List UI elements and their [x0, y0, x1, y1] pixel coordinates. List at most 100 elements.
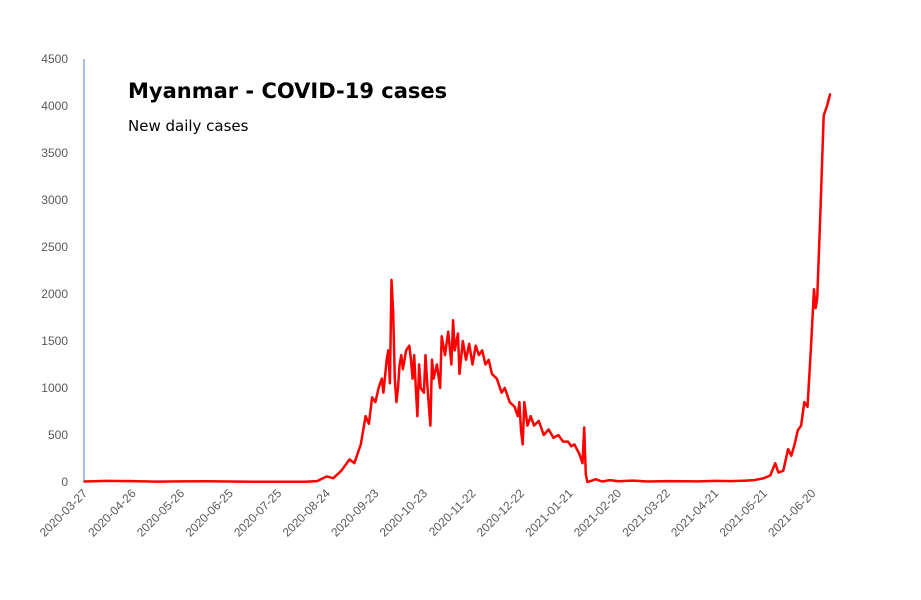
data-point — [491, 373, 493, 375]
x-tick-label: 2020-12-22 — [474, 486, 528, 540]
x-tick-label: 2020-05-26 — [134, 486, 188, 540]
data-point — [204, 480, 207, 483]
y-tick-label: 4500 — [41, 52, 68, 66]
data-point — [415, 387, 417, 389]
data-point — [105, 480, 108, 482]
x-tick-label: 2021-01-21 — [522, 486, 576, 540]
data-point — [348, 458, 351, 461]
data-point — [504, 387, 506, 389]
x-tick-label: 2021-05-21 — [717, 486, 771, 540]
data-point — [395, 401, 398, 403]
data-point — [573, 443, 576, 446]
data-point — [816, 297, 818, 300]
data-point — [547, 428, 550, 431]
data-point — [382, 391, 385, 394]
data-point — [389, 382, 391, 385]
data-point — [418, 363, 420, 366]
data-point — [631, 479, 634, 482]
data-point — [813, 288, 815, 291]
x-tick-label: 2020-06-25 — [182, 486, 236, 540]
data-point — [753, 479, 755, 481]
data-point — [424, 354, 427, 356]
y-tick-label: 3000 — [41, 193, 68, 207]
data-point — [432, 377, 435, 380]
data-point — [517, 415, 519, 418]
data-point — [777, 471, 780, 474]
data-point — [782, 469, 785, 472]
data-point — [500, 391, 503, 394]
data-point — [154, 480, 156, 483]
data-point — [790, 454, 793, 457]
chart-title: Myanmar - COVID-19 cases — [128, 79, 447, 103]
data-point — [481, 349, 484, 352]
data-point — [400, 354, 403, 356]
data-point — [581, 462, 584, 465]
data-point — [408, 344, 411, 347]
y-tick-label: 2500 — [41, 240, 68, 254]
data-point — [439, 387, 441, 389]
data-point — [594, 478, 597, 481]
x-axis: 2020-03-272020-04-262020-05-262020-06-25… — [37, 486, 819, 540]
data-point — [326, 475, 328, 478]
x-tick-label: 2021-02-20 — [571, 486, 625, 540]
data-point — [806, 406, 809, 408]
data-point — [508, 401, 511, 403]
data-point — [487, 359, 490, 361]
data-point — [562, 440, 564, 443]
x-tick-label: 2020-08-24 — [280, 486, 334, 540]
data-point — [810, 349, 812, 352]
data-point — [769, 474, 772, 477]
y-tick-label: 500 — [48, 428, 68, 442]
data-point — [411, 377, 414, 380]
data-point — [431, 359, 433, 361]
data-point — [457, 332, 459, 335]
series-area — [83, 93, 832, 484]
data-point — [228, 480, 231, 483]
data-point — [440, 335, 443, 338]
data-point — [819, 208, 822, 211]
x-tick-label: 2020-04-26 — [85, 486, 139, 540]
data-point — [585, 473, 587, 476]
y-tick-label: 1500 — [41, 334, 68, 348]
data-point — [402, 368, 404, 371]
data-point — [465, 359, 467, 361]
data-point — [601, 480, 603, 483]
data-point — [526, 424, 529, 427]
data-point — [471, 363, 474, 366]
x-tick-label: 2020-09-23 — [328, 486, 382, 540]
data-point — [617, 480, 619, 483]
series-line — [83, 93, 832, 484]
data-point — [131, 480, 134, 482]
data-point — [452, 319, 454, 322]
data-point — [468, 343, 471, 345]
data-point — [478, 354, 480, 356]
data-point — [387, 349, 390, 352]
data-point — [368, 422, 370, 425]
x-tick-label: 2021-04-21 — [668, 486, 722, 540]
data-point — [533, 424, 535, 427]
y-tick-label: 0 — [61, 475, 68, 489]
data-point — [390, 279, 393, 281]
data-point — [398, 363, 401, 366]
data-point — [462, 340, 464, 342]
data-point — [523, 401, 526, 403]
data-point — [520, 429, 522, 432]
data-point — [518, 401, 521, 403]
data-point — [513, 406, 516, 408]
data-point — [423, 391, 425, 394]
data-point — [800, 424, 802, 427]
data-point — [774, 462, 776, 465]
data-point — [814, 307, 817, 309]
data-point — [496, 377, 498, 380]
data-point — [253, 480, 255, 483]
data-point — [567, 440, 569, 443]
data-point — [797, 429, 799, 432]
data-point — [316, 480, 318, 482]
data-point — [360, 443, 362, 446]
data-point — [793, 443, 796, 446]
data-point — [429, 424, 432, 427]
data-point — [589, 480, 592, 482]
data-point — [696, 480, 699, 483]
data-point — [450, 363, 453, 366]
